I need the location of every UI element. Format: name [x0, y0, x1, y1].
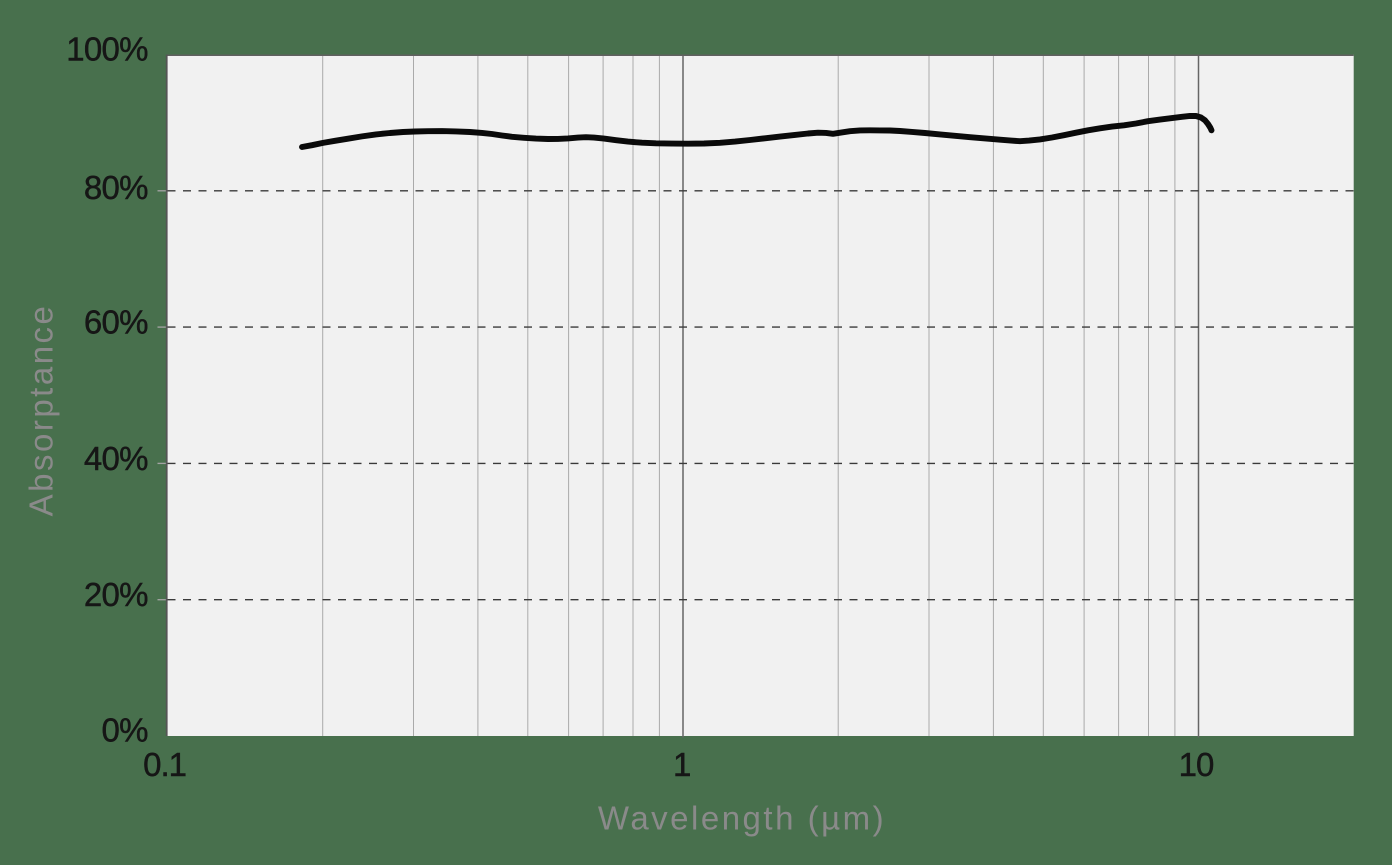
svg-text:0.1: 0.1 [143, 746, 186, 783]
svg-text:80%: 80% [84, 169, 148, 206]
svg-text:40%: 40% [84, 440, 148, 477]
svg-text:0%: 0% [102, 712, 149, 749]
svg-text:Absorptance: Absorptance [23, 304, 60, 517]
svg-text:10: 10 [1179, 746, 1214, 783]
svg-text:20%: 20% [84, 576, 148, 613]
svg-text:1: 1 [673, 746, 690, 783]
svg-text:60%: 60% [84, 304, 148, 341]
svg-text:Wavelength (µm): Wavelength (µm) [598, 800, 886, 837]
svg-text:100%: 100% [66, 31, 148, 68]
